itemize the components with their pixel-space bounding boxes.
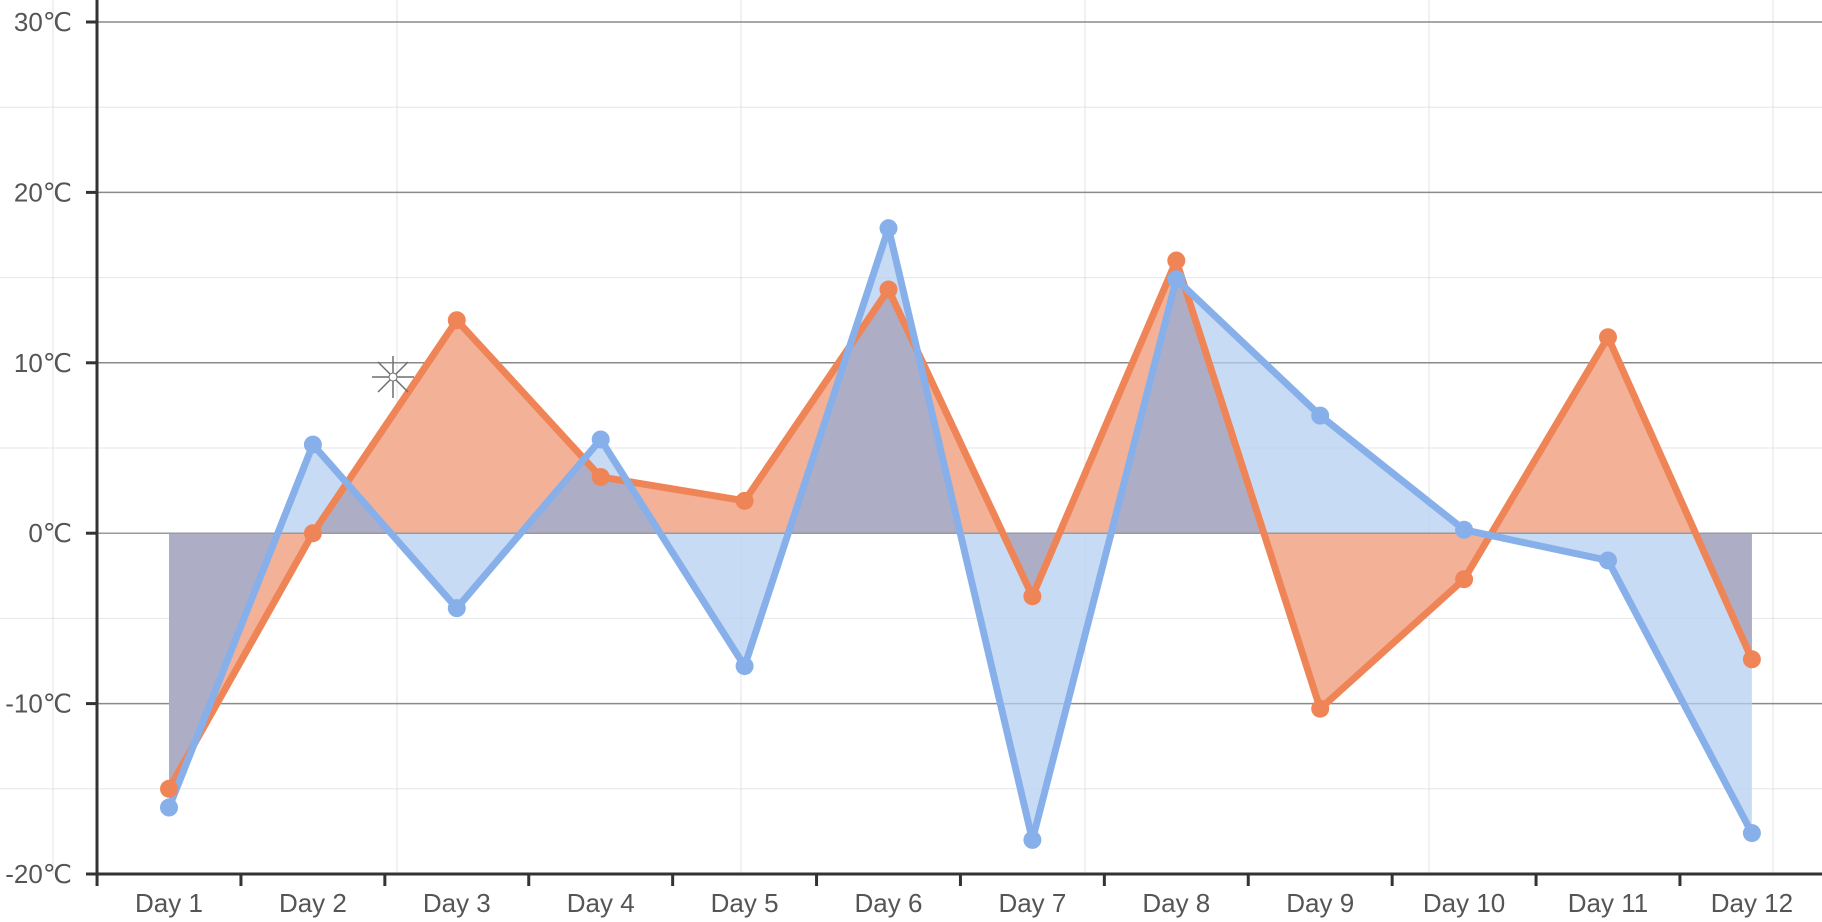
series-2-point — [591, 430, 610, 449]
series-2-line — [165, 224, 1756, 844]
series-1-point — [735, 491, 754, 510]
series-1-point — [160, 779, 178, 798]
series-1-line — [165, 257, 1756, 793]
major-gridlines — [97, 21, 1822, 705]
y-tick-label: 20℃ — [14, 177, 72, 207]
overlap-area-negative — [169, 533, 1752, 789]
series-1-point — [1455, 570, 1474, 589]
y-tick-label: -20℃ — [5, 859, 72, 889]
series-2-point — [735, 657, 754, 676]
y-tick-labels: -20℃ -10℃ 0℃ 10℃ 20℃ 30℃ — [5, 7, 72, 889]
series-2-point — [1742, 824, 1761, 843]
x-tick-label: Day 8 — [1142, 888, 1210, 918]
x-tick-label: Day 1 — [135, 888, 203, 918]
y-tick-label: 0℃ — [28, 518, 72, 548]
series-1-point — [1167, 251, 1186, 270]
series-1-point — [1599, 328, 1617, 347]
series-1-point — [303, 524, 322, 543]
x-tick-label: Day 7 — [998, 888, 1066, 918]
series-2-point — [1167, 270, 1186, 289]
series-2-point — [1455, 520, 1474, 539]
series-2-point — [1599, 551, 1617, 570]
series-1-point — [879, 280, 898, 299]
series-points — [160, 219, 1761, 849]
series-2-point — [1311, 406, 1330, 425]
busy-cursor-icon — [372, 356, 414, 398]
x-tick-label: Day 2 — [279, 888, 347, 918]
x-tick-label: Day 5 — [711, 888, 779, 918]
y-tick-label: -10℃ — [5, 689, 72, 719]
x-tick-label: Day 3 — [423, 888, 491, 918]
series-2-point — [160, 798, 178, 817]
x-tick-labels: Day 1 Day 2 Day 3 Day 4 Day 5 Day 6 Day 7 Day 8… — [135, 888, 1793, 918]
x-tick-label: Day 4 — [567, 888, 635, 918]
x-tick-label: Day 6 — [855, 888, 923, 918]
series-2-point — [303, 435, 322, 454]
x-tick-label: Day 9 — [1286, 888, 1354, 918]
series-2-point — [879, 219, 898, 238]
axes — [86, 0, 1822, 886]
y-tick-label: 10℃ — [14, 348, 72, 378]
x-tick-label: Day 10 — [1423, 888, 1505, 918]
series-1-point — [447, 311, 466, 330]
series-1-point — [1742, 650, 1761, 669]
series-1-point — [1023, 587, 1042, 606]
series-1-point — [591, 467, 610, 486]
series-2-point — [1023, 830, 1042, 849]
x-tick-label: Day 12 — [1711, 888, 1793, 918]
x-tick-label: Day 11 — [1568, 888, 1648, 918]
series-2-point — [447, 599, 466, 618]
series-lines — [165, 224, 1756, 844]
series-1-point — [1311, 699, 1330, 718]
y-tick-label: 30℃ — [14, 7, 72, 37]
